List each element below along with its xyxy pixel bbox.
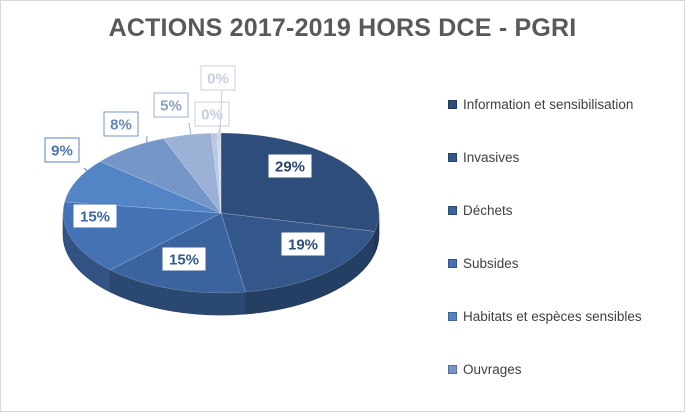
data-label-leader	[218, 87, 223, 148]
data-label: 0%	[201, 107, 223, 124]
data-label-box	[103, 111, 139, 137]
data-label-box	[44, 137, 80, 163]
legend-swatch	[448, 100, 457, 109]
chart-title: ACTIONS 2017-2019 HORS DCE - PGRI	[108, 14, 577, 42]
legend-item: Invasives	[448, 131, 642, 184]
data-label-box	[161, 246, 207, 272]
legend-label: Habitats et espèces sensibles	[463, 309, 642, 324]
data-label: 15%	[169, 252, 199, 269]
legend-label: Information et sensibilisation	[463, 97, 634, 112]
data-label-leader	[214, 125, 221, 148]
pie-slice	[99, 138, 222, 214]
data-label: 0%	[207, 71, 229, 88]
legend-label: Subsides	[463, 256, 519, 271]
data-label: 9%	[51, 143, 73, 160]
data-label-leader	[83, 167, 104, 187]
legend-item: Information et sensibilisation	[448, 78, 642, 131]
pie-slice	[216, 132, 222, 214]
pie-slice	[64, 161, 222, 214]
data-label-leader	[181, 272, 185, 276]
legend-item: Habitats et espèces sensibles	[448, 290, 642, 343]
data-label-leader	[145, 135, 148, 160]
legend-swatch	[448, 206, 457, 215]
data-label-leader	[188, 122, 194, 150]
legend-item: Subsides	[448, 237, 642, 290]
data-label-box	[200, 65, 236, 91]
legend-swatch	[448, 312, 457, 321]
legend-label: Déchets	[463, 203, 513, 218]
data-label: 15%	[80, 209, 110, 226]
pie-slice-side	[62, 212, 111, 293]
legend-label: Invasives	[463, 150, 520, 165]
data-label-box	[72, 203, 118, 229]
data-label-leader	[322, 155, 331, 173]
data-label-box	[153, 92, 189, 118]
legend-swatch	[448, 153, 457, 162]
legend-swatch	[448, 365, 457, 374]
data-label: 29%	[275, 159, 305, 176]
legend-item: Ouvrages	[448, 343, 642, 396]
legend: Information et sensibilisation Invasives D…	[448, 78, 642, 396]
legend-item: Déchets	[448, 184, 642, 237]
data-label: 19%	[288, 237, 318, 254]
data-label-leader	[308, 255, 344, 262]
pie-slice	[210, 132, 222, 214]
legend-swatch	[448, 259, 457, 268]
pie-slice	[220, 132, 380, 232]
data-label-box	[194, 101, 230, 127]
legend-label: Ouvrages	[463, 362, 522, 377]
data-label: 8%	[110, 117, 132, 134]
data-label: 5%	[160, 98, 182, 115]
data-label-box	[280, 231, 326, 257]
data-label-box	[267, 153, 313, 179]
pie-slice	[162, 132, 222, 214]
